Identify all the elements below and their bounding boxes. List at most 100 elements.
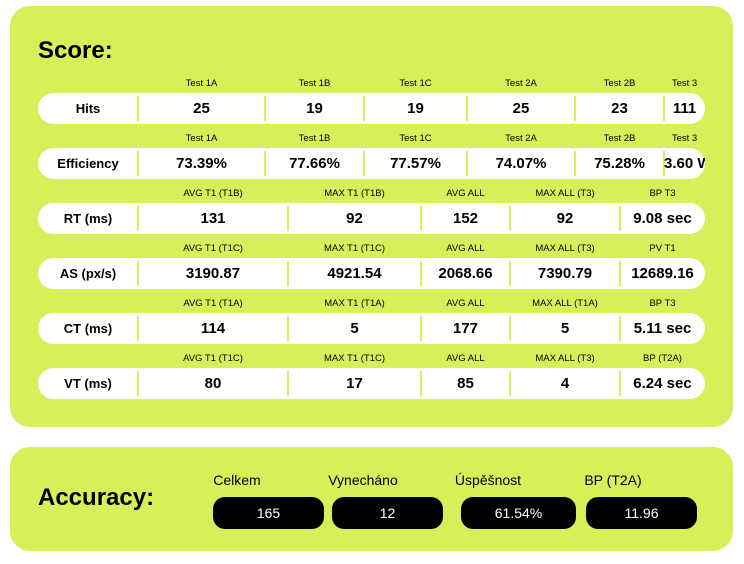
score-panel: Score: Test 1A Test 1B Test 1C Test 2A Test … xyxy=(10,6,733,427)
cell-divider xyxy=(363,96,365,121)
score-value: 9.08 sec xyxy=(633,210,692,227)
column-header: AVG ALL xyxy=(446,243,485,254)
column-header: MAX T1 (T1C) xyxy=(323,243,386,254)
score-title: Score: xyxy=(38,37,113,64)
score-value: 75.28% xyxy=(594,155,645,172)
cell-divider xyxy=(466,151,468,176)
column-header: Test 2A xyxy=(505,78,537,89)
column-header: AVG ALL xyxy=(446,298,485,309)
cell-divider xyxy=(663,96,665,121)
score-value: 23 xyxy=(611,100,628,117)
cell-divider xyxy=(509,261,511,286)
column-header: Test 3 xyxy=(671,133,698,144)
cell-divider xyxy=(264,151,266,176)
score-value: 73.39% xyxy=(176,155,227,172)
cell-divider xyxy=(137,261,139,286)
column-header: Test 2B xyxy=(603,78,636,89)
cell-divider xyxy=(509,206,511,231)
cell-divider xyxy=(619,316,621,341)
row-label: VT (ms) xyxy=(64,376,112,391)
score-value: 114 xyxy=(200,320,226,337)
cell-divider xyxy=(264,96,266,121)
column-header: AVG ALL xyxy=(446,188,485,199)
score-row-ct-ms: CT (ms) 114 5 177 5 5.11 sec xyxy=(38,313,705,344)
column-header: MAX ALL (T3) xyxy=(535,188,595,199)
accuracy-label-celkem: Celkem xyxy=(213,472,261,488)
cell-divider xyxy=(137,96,139,121)
accuracy-label-sp-nost: Úspěšnost xyxy=(454,472,522,488)
column-header: AVG T1 (T1C) xyxy=(183,243,243,254)
score-value: 4921.54 xyxy=(327,265,382,282)
cell-divider xyxy=(619,206,621,231)
column-header: Test 2B xyxy=(603,133,636,144)
score-value: 74.07% xyxy=(495,155,547,172)
score-value: 6.24 sec xyxy=(633,375,692,392)
column-headers: Test 1A Test 1B Test 1C Test 2A Test 2B Test … xyxy=(38,76,705,92)
accuracy-title: Accuracy: xyxy=(38,484,155,511)
score-value: 12689.16 xyxy=(631,265,694,282)
cell-divider xyxy=(574,96,576,121)
row-label: AS (px/s) xyxy=(59,266,117,281)
cell-divider xyxy=(137,206,139,231)
accuracy-panel: Accuracy: Celkem 165 Vynecháno 12 Úspěšnost 6… xyxy=(10,447,733,551)
score-value: 111 xyxy=(672,100,697,117)
column-header: Test 1C xyxy=(399,78,432,89)
row-label: RT (ms) xyxy=(63,211,113,226)
column-header: Test 1B xyxy=(298,133,331,144)
score-value: 19 xyxy=(407,100,424,117)
score-value: 152 xyxy=(452,210,479,227)
score-value: 2068.66 xyxy=(438,265,493,282)
column-headers: AVG T1 (T1B) MAX T1 (T1B) AVG ALL MAX ALL (… xyxy=(38,186,705,202)
column-header: PV T1 xyxy=(649,243,676,254)
score-value: 5 xyxy=(350,320,359,337)
column-header: MAX T1 (T1A) xyxy=(324,298,385,309)
cell-divider xyxy=(137,371,139,396)
score-value: 77.66% xyxy=(289,155,340,172)
cell-divider xyxy=(420,261,422,286)
cell-divider xyxy=(574,151,576,176)
score-value: 92 xyxy=(556,210,574,227)
column-header: AVG T1 (T1B) xyxy=(183,188,243,199)
column-header: Test 1A xyxy=(185,78,218,89)
score-value: 3.60 We xyxy=(664,155,705,172)
column-header: AVG ALL xyxy=(446,353,485,364)
row-label: Hits xyxy=(75,101,101,116)
score-row-vt-ms: VT (ms) 80 17 85 4 6.24 sec xyxy=(38,368,705,399)
accuracy-value-vynech-no: 12 xyxy=(332,497,443,529)
column-header: Test 1B xyxy=(298,78,331,89)
score-row-hits: Hits 25 19 19 25 23 111 xyxy=(38,93,705,124)
accuracy-label-vynech-no: Vynecháno xyxy=(328,472,398,488)
score-row-block-as-px-s: AVG T1 (T1C) MAX T1 (T1C) AVG ALL MAX ALL (… xyxy=(38,241,705,289)
score-value: 3190.87 xyxy=(185,265,241,282)
cell-divider xyxy=(287,371,289,396)
column-header: BP T3 xyxy=(649,298,676,309)
cell-divider xyxy=(663,151,665,176)
cell-divider xyxy=(137,151,139,176)
cell-divider xyxy=(619,261,621,286)
score-value: 25 xyxy=(512,100,530,117)
cell-divider xyxy=(363,151,365,176)
cell-divider xyxy=(420,206,422,231)
score-row-rt-ms: RT (ms) 131 92 152 92 9.08 sec xyxy=(38,203,705,234)
score-value: 92 xyxy=(346,210,363,227)
accuracy-value-bp-t2a: 11.96 xyxy=(586,497,697,529)
score-row-as-px-s: AS (px/s) 3190.87 4921.54 2068.66 7390.79 126… xyxy=(38,258,705,289)
score-value: 17 xyxy=(346,375,363,392)
score-row-block-rt-ms: AVG T1 (T1B) MAX T1 (T1B) AVG ALL MAX ALL (… xyxy=(38,186,705,234)
column-header: BP T3 xyxy=(649,188,676,199)
cell-divider xyxy=(466,96,468,121)
cell-divider xyxy=(287,261,289,286)
score-row-block-hits: Test 1A Test 1B Test 1C Test 2A Test 2B Test … xyxy=(38,76,705,124)
column-headers: AVG T1 (T1C) MAX T1 (T1C) AVG ALL MAX ALL (… xyxy=(38,241,705,257)
score-value: 77.57% xyxy=(390,155,441,172)
score-value: 177 xyxy=(452,320,479,337)
row-label: CT (ms) xyxy=(63,321,113,336)
cell-divider xyxy=(420,371,422,396)
score-value: 5 xyxy=(560,320,570,337)
accuracy-value-sp-nost: 61.54% xyxy=(461,497,576,529)
score-value: 5.11 sec xyxy=(633,320,692,337)
row-label: Efficiency xyxy=(57,156,119,171)
score-row-block-vt-ms: AVG T1 (T1C) MAX T1 (T1C) AVG ALL MAX ALL (… xyxy=(38,351,705,399)
score-value: 80 xyxy=(204,375,222,392)
cell-divider xyxy=(420,316,422,341)
